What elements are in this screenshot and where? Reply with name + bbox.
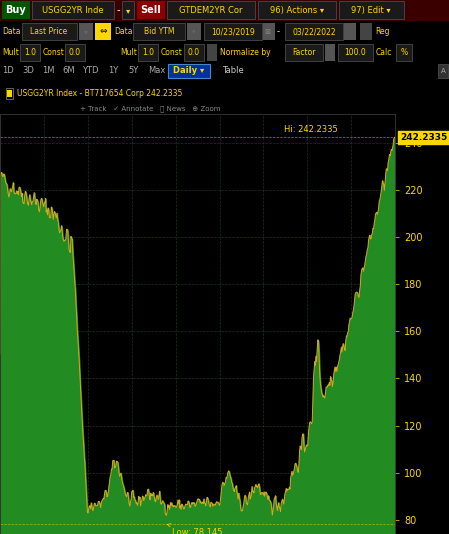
Bar [168,64,210,78]
Bar [204,23,262,41]
Text: YTD: YTD [82,66,98,75]
Bar [79,23,93,41]
Text: 1Y: 1Y [108,66,118,75]
Text: Hi: 242.2335: Hi: 242.2335 [285,125,338,134]
Text: %: % [401,49,408,58]
Text: 10/23/2019: 10/23/2019 [211,27,255,36]
Bar [285,44,323,61]
Text: Bid YTM: Bid YTM [144,27,174,36]
Text: Normalize by: Normalize by [220,49,271,58]
Bar [65,44,85,61]
Text: USGG2YR Index - BT717654 Corp 242.2335: USGG2YR Index - BT717654 Corp 242.2335 [18,89,183,98]
Text: Mult: Mult [120,49,137,58]
Text: A: A [440,68,445,74]
Text: Last Price: Last Price [31,27,68,36]
Bar [7,90,12,97]
Text: 3D: 3D [22,66,34,75]
Text: Reg: Reg [375,27,389,36]
Text: Max: Max [148,66,165,75]
Bar [133,23,185,41]
Bar [0,42,449,63]
Text: Data: Data [114,27,132,36]
Text: 0.0: 0.0 [188,49,200,58]
Bar [325,44,335,61]
Bar [187,23,201,41]
Text: ▾: ▾ [192,29,196,35]
Bar [137,2,165,19]
Bar [184,44,204,61]
Text: 5Y: 5Y [128,66,138,75]
Text: Low: 78.145: Low: 78.145 [167,524,222,534]
Text: Calc: Calc [376,49,392,58]
Bar [396,44,412,61]
Text: Mult: Mult [2,49,19,58]
Bar [2,2,30,19]
Text: -: - [277,27,279,36]
Text: 96) Actions ▾: 96) Actions ▾ [270,6,324,15]
Text: 6M: 6M [62,66,75,75]
Bar [167,2,255,19]
Text: 97) Edit ▾: 97) Edit ▾ [351,6,391,15]
Bar [138,44,158,61]
Bar [0,0,449,21]
Text: 242.2335: 242.2335 [401,133,448,142]
Bar [339,2,404,19]
Text: Data: Data [2,27,21,36]
Text: 0.0: 0.0 [69,49,81,58]
Text: ▾: ▾ [126,6,130,15]
Text: Factor: Factor [292,49,316,58]
Text: ⊠: ⊠ [264,29,270,35]
Text: 1.0: 1.0 [24,49,36,58]
Bar [32,2,114,19]
Bar [22,23,77,41]
Text: + Track   ✓ Annotate   ⬜ News   ⊕ Zoom: + Track ✓ Annotate ⬜ News ⊕ Zoom [80,105,220,112]
Text: -: - [116,5,120,15]
Text: Buy: Buy [6,5,26,15]
Bar [344,23,356,41]
Text: 03/22/2022: 03/22/2022 [292,27,336,36]
Bar [20,44,40,61]
Bar [338,44,373,61]
Text: 1D: 1D [2,66,14,75]
Bar [263,23,275,41]
Bar [285,23,343,41]
Text: 1.0: 1.0 [142,49,154,58]
Bar [360,23,372,41]
Text: USGG2YR Inde: USGG2YR Inde [42,6,104,15]
Bar [0,63,449,79]
Text: 1M: 1M [42,66,54,75]
Text: ⇔: ⇔ [99,27,107,36]
Bar [95,23,111,41]
Text: Daily ▾: Daily ▾ [173,66,205,75]
Bar [207,44,217,61]
Bar [258,2,336,19]
Text: Const: Const [161,49,183,58]
Text: GTDEM2YR Cor: GTDEM2YR Cor [179,6,243,15]
Text: 100.0: 100.0 [344,49,366,58]
Text: Sell: Sell [141,5,161,15]
Text: Table: Table [222,66,244,75]
Bar [438,64,448,78]
Bar [0,21,449,42]
Text: Const: Const [43,49,65,58]
Text: ▾: ▾ [84,27,88,36]
Bar [122,2,134,19]
Bar [6,89,13,99]
